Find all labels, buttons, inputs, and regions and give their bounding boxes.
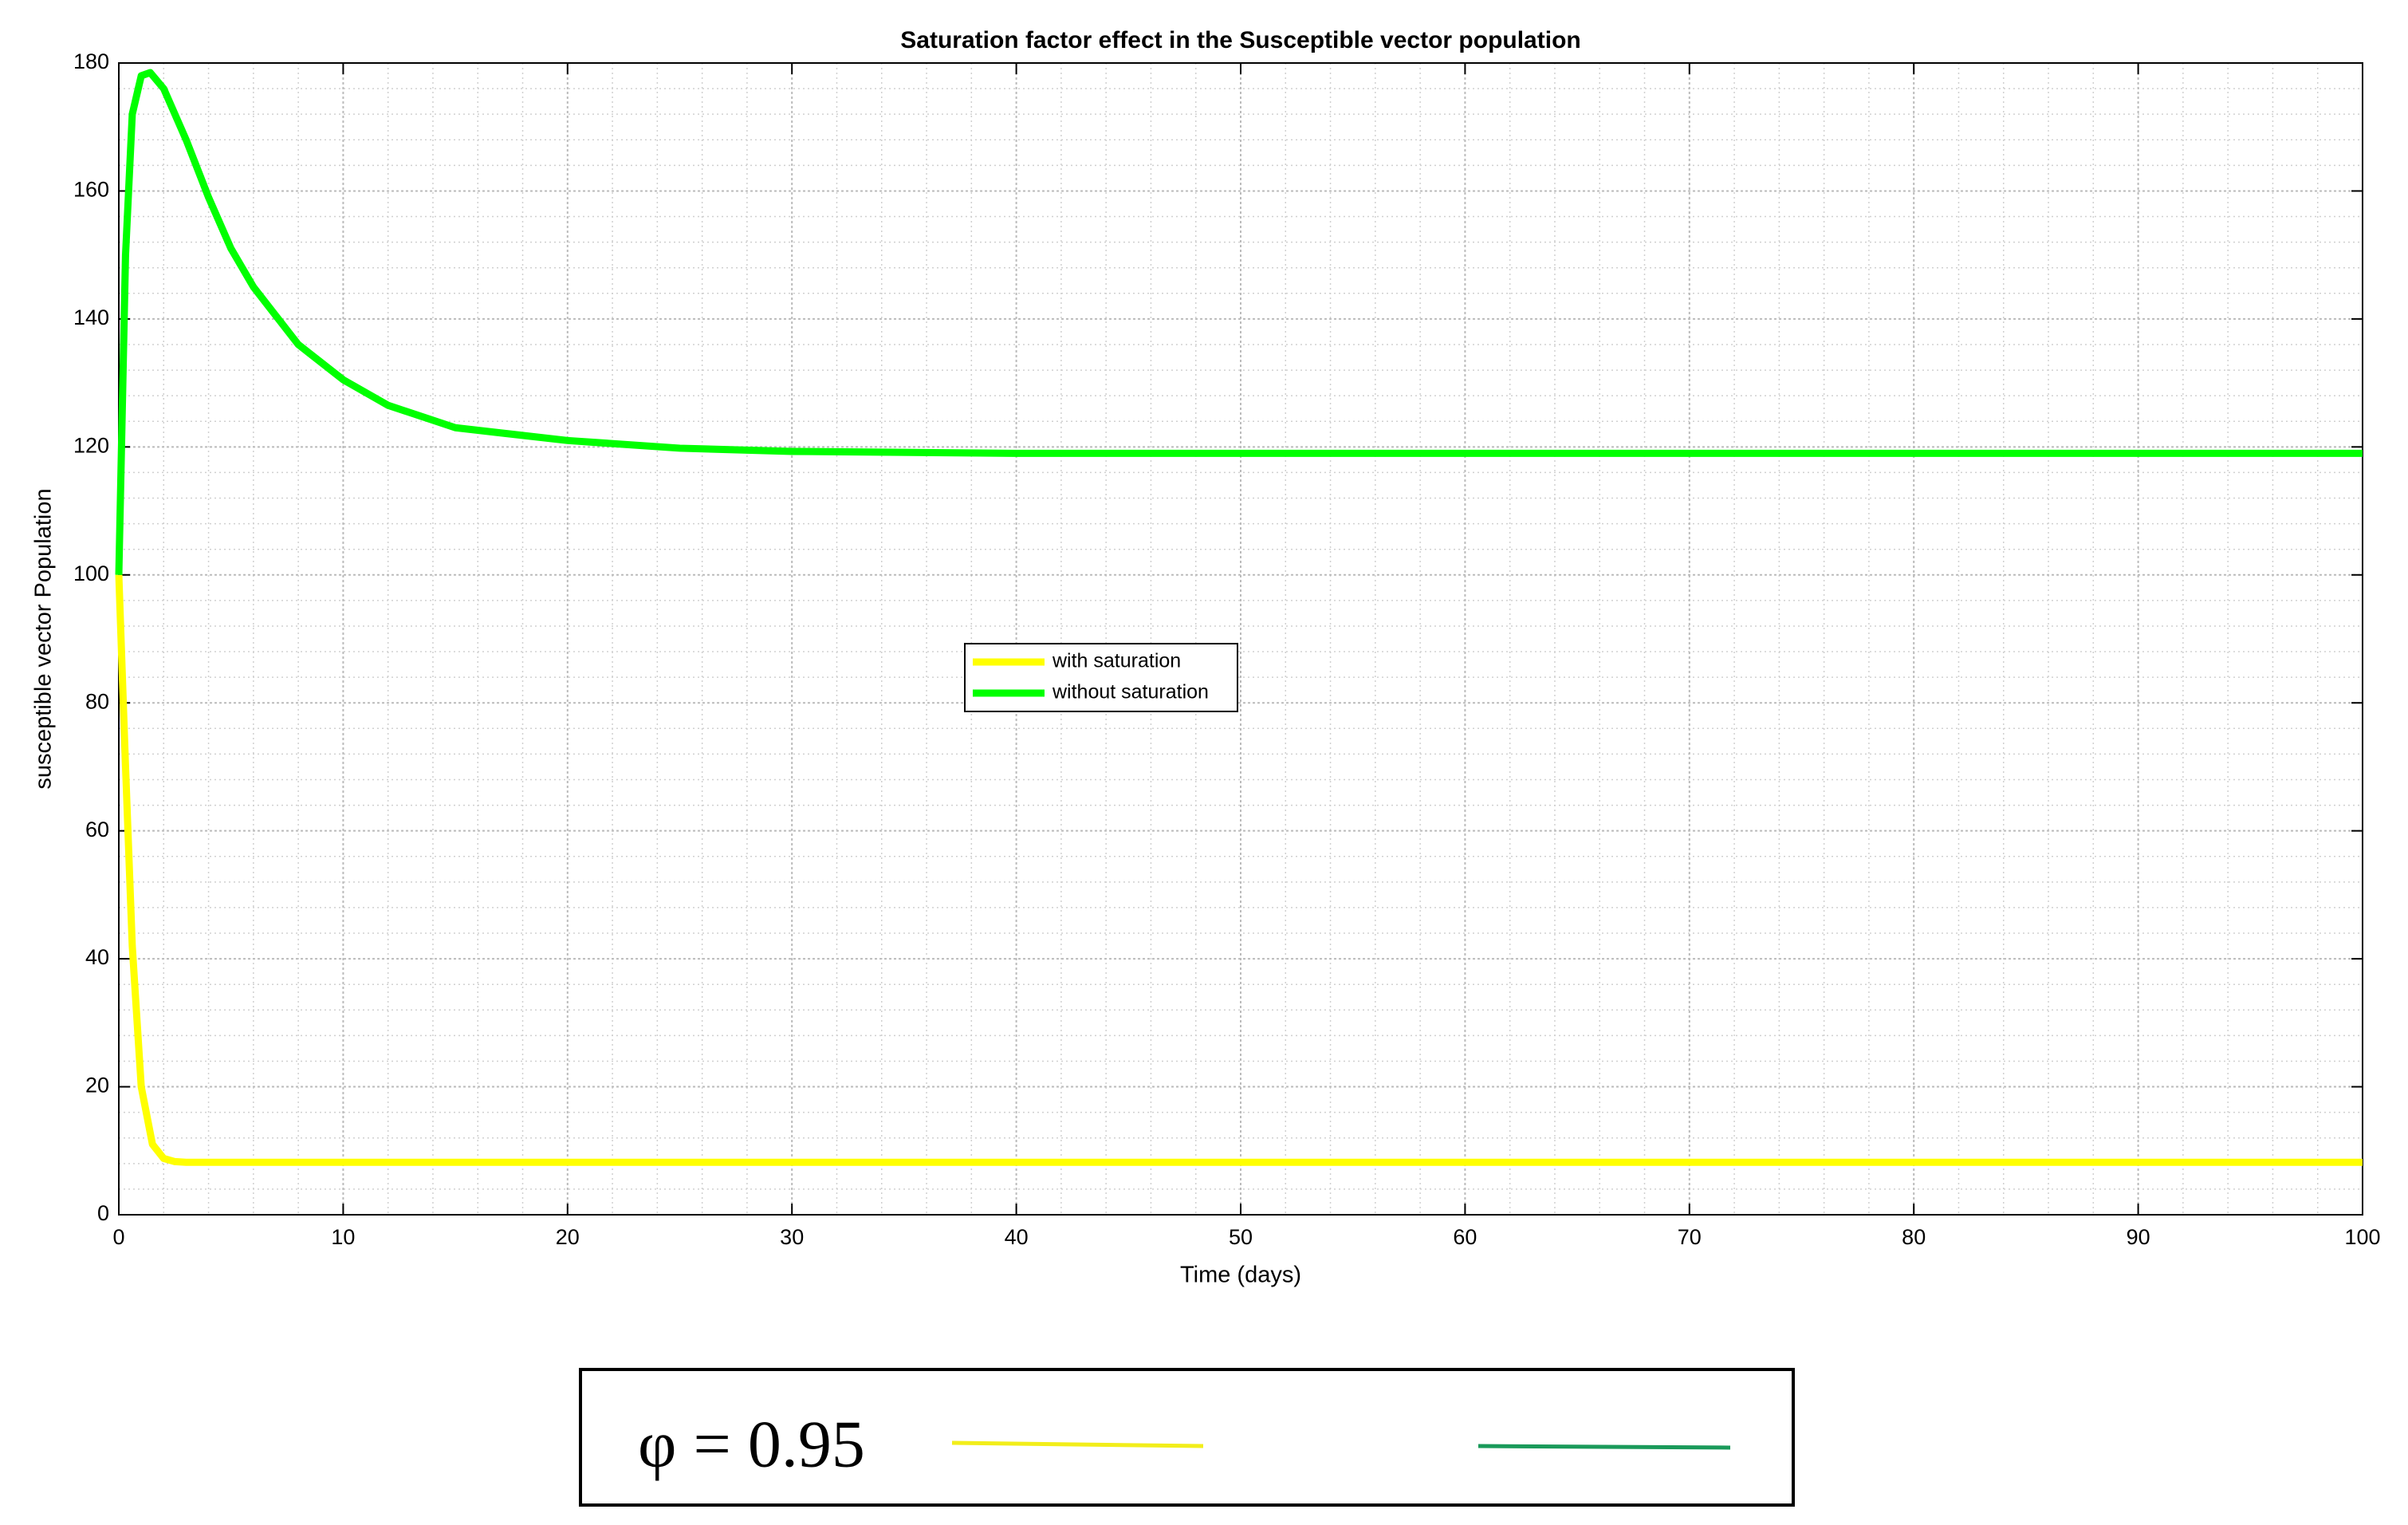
x-tick-label: 20: [556, 1225, 580, 1249]
x-tick-label: 50: [1229, 1225, 1253, 1249]
y-tick-label: 120: [73, 433, 109, 457]
x-axis-label: Time (days): [1180, 1263, 1301, 1288]
x-tick-label: 80: [1902, 1225, 1926, 1249]
data-line: [115, 69, 2363, 575]
annotation-box: [579, 1368, 1795, 1507]
legend-label: with saturation: [1052, 650, 1181, 672]
y-tick-label: 60: [85, 818, 109, 841]
x-tick-label: 90: [2127, 1225, 2150, 1249]
x-tick-label: 10: [331, 1225, 355, 1249]
legend-label: without saturation: [1052, 681, 1209, 703]
y-tick-label: 0: [97, 1201, 109, 1225]
annotation-key: [951, 1440, 1204, 1448]
y-tick-label: 180: [73, 49, 109, 73]
x-tick-label: 100: [2344, 1225, 2380, 1249]
y-tick-label: 80: [85, 689, 109, 713]
legend-box: [964, 643, 1238, 712]
y-tick-label: 140: [73, 305, 109, 329]
chart-title: Saturation factor effect in the Suscepti…: [900, 27, 1580, 53]
y-tick-label: 160: [73, 178, 109, 202]
annotation-text: φ = 0.95: [638, 1407, 865, 1481]
data-line: [115, 574, 2363, 1166]
annotation-key: [1477, 1444, 1731, 1450]
x-tick-label: 40: [1005, 1225, 1029, 1249]
y-axis-label: susceptible vector Population: [31, 488, 57, 789]
y-tick-label: 40: [85, 945, 109, 969]
x-tick-label: 30: [780, 1225, 804, 1249]
y-tick-label: 20: [85, 1074, 109, 1097]
y-tick-label: 100: [73, 562, 109, 585]
x-tick-label: 60: [1453, 1225, 1477, 1249]
x-tick-label: 70: [1678, 1225, 1702, 1249]
x-tick-label: 0: [112, 1225, 124, 1249]
